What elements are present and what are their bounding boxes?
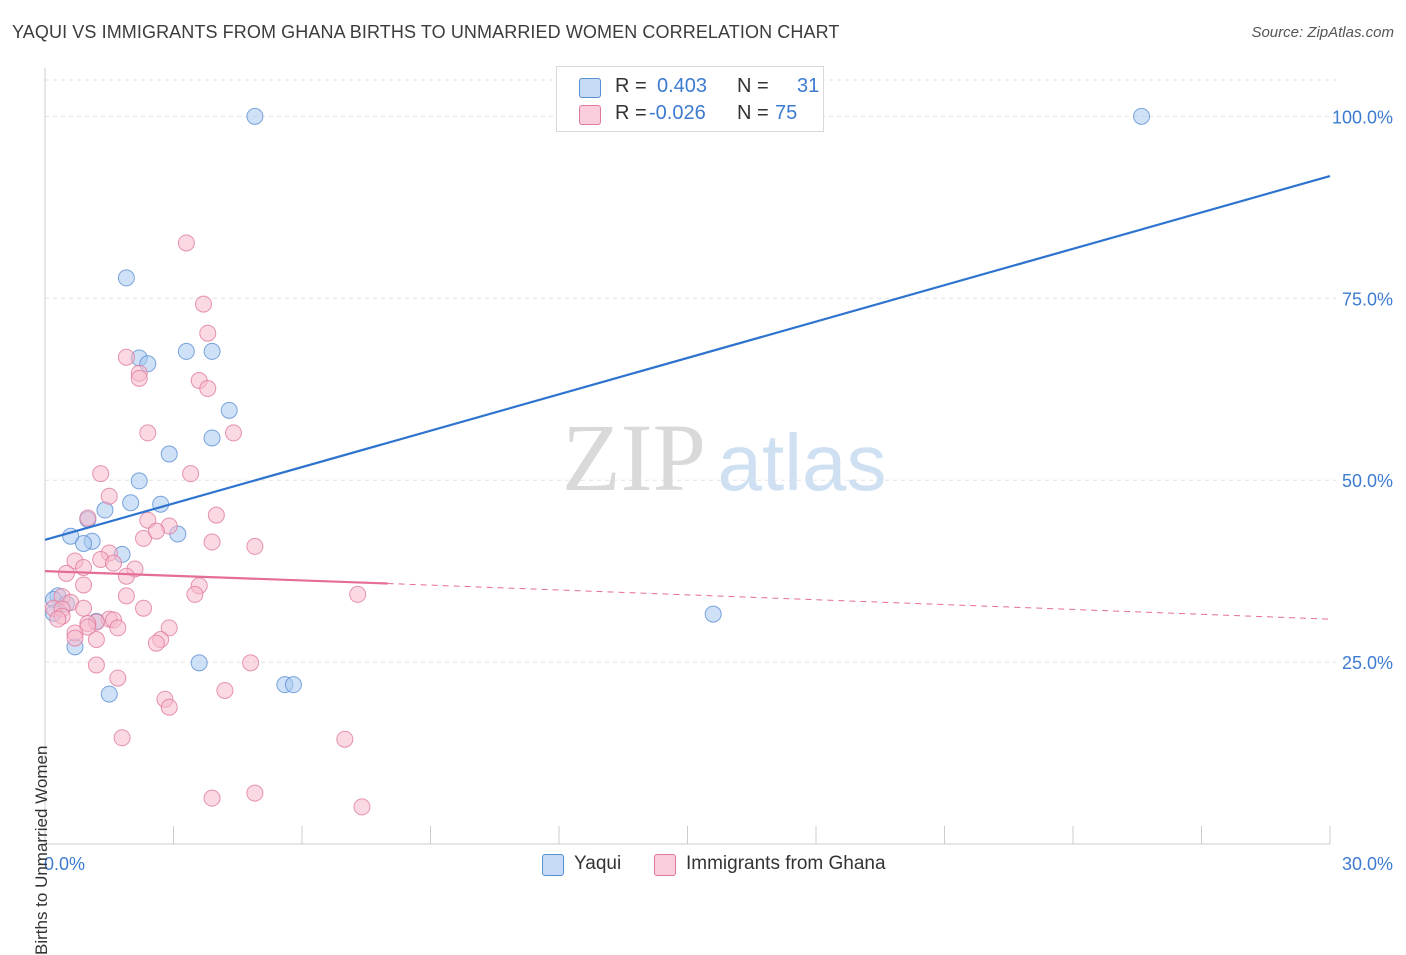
point-yaqui	[130, 472, 148, 490]
trend-lines	[44, 174, 1331, 620]
point-ghana	[147, 634, 165, 652]
y-axis-title: Births to Unmarried Women	[32, 745, 51, 955]
watermark-zip: ZIP	[562, 404, 706, 511]
point-ghana	[87, 631, 105, 649]
point-ghana	[199, 380, 217, 398]
y-tick-label: 75.0%	[1342, 289, 1393, 309]
legend-swatch-ghana	[579, 105, 601, 125]
point-yaqui	[1133, 107, 1151, 125]
legend-r-label: R =	[615, 75, 647, 97]
point-ghana	[75, 576, 93, 594]
legend-n-value-yaqui: 31	[797, 75, 820, 97]
point-yaqui	[220, 401, 238, 419]
point-ghana	[75, 599, 93, 617]
point-ghana	[246, 537, 264, 555]
y-tick-label: 50.0%	[1342, 471, 1393, 491]
point-ghana	[336, 730, 354, 748]
x-tick-label-min: 0.0%	[44, 854, 85, 874]
point-ghana	[139, 424, 157, 442]
point-ghana	[349, 585, 367, 603]
point-ghana	[182, 465, 200, 483]
legend-n-value-ghana: 75	[775, 102, 798, 124]
y-tick-label: 100.0%	[1332, 107, 1393, 127]
point-yaqui	[100, 685, 118, 703]
point-yaqui	[160, 445, 178, 463]
point-ghana	[117, 348, 135, 366]
point-ghana	[87, 656, 105, 674]
point-ghana	[186, 585, 204, 603]
legend-swatch-yaqui	[579, 78, 601, 98]
point-ghana	[160, 619, 178, 637]
point-ghana	[113, 729, 131, 747]
point-ghana	[207, 506, 225, 524]
trend-line-ghana-extrapolated	[387, 583, 1331, 620]
point-ghana	[203, 533, 221, 551]
trend-line-ghana	[44, 570, 388, 585]
legend-r-value-ghana: -0.026	[649, 102, 706, 124]
point-yaqui	[190, 654, 208, 672]
point-ghana	[199, 324, 217, 342]
point-yaqui	[122, 494, 140, 512]
point-yaqui	[117, 269, 135, 287]
legend-n-label: N =	[737, 75, 769, 97]
series-ghana-points	[45, 234, 371, 816]
grid-lines	[45, 79, 1336, 663]
point-ghana	[160, 698, 178, 716]
trend-line-yaqui	[44, 174, 1331, 541]
point-yaqui	[75, 534, 93, 552]
legend-r-value-yaqui: 0.403	[657, 75, 708, 97]
point-yaqui	[177, 342, 195, 360]
point-ghana	[177, 234, 195, 252]
point-ghana	[224, 424, 242, 442]
watermark: ZIP atlas	[562, 404, 886, 511]
point-ghana	[135, 599, 153, 617]
chart-plot: ZIP atlas 25.0% 50.0% 75.0% 100.0% 0.0% 30.0%	[44, 68, 1393, 874]
bottom-legend-label-ghana: Immigrants from Ghana	[686, 853, 886, 874]
tick-labels: 25.0% 50.0% 75.0% 100.0% 0.0% 30.0%	[44, 107, 1393, 874]
point-yaqui	[203, 342, 221, 360]
source-label: Source: ZipAtlas.com	[1251, 24, 1394, 41]
bottom-legend-label-yaqui: Yaqui	[574, 853, 622, 874]
point-ghana	[135, 529, 153, 547]
point-ghana	[147, 522, 165, 540]
point-ghana	[49, 610, 67, 628]
chart-title: YAQUI VS IMMIGRANTS FROM GHANA BIRTHS TO…	[12, 22, 840, 42]
bottom-legend-swatch-ghana	[654, 854, 676, 876]
point-ghana	[194, 295, 212, 313]
watermark-atlas: atlas	[718, 418, 887, 507]
point-ghana	[57, 564, 75, 582]
point-ghana	[117, 567, 135, 585]
legend-box: R = 0.403 N = 31 R = -0.026 N = 75	[556, 66, 824, 132]
point-yaqui	[203, 429, 221, 447]
point-ghana	[100, 487, 118, 505]
point-ghana	[117, 587, 135, 605]
point-ghana	[246, 784, 264, 802]
point-ghana	[203, 789, 221, 807]
point-ghana	[242, 654, 260, 672]
bottom-legend-swatch-yaqui	[542, 854, 564, 876]
point-ghana	[66, 629, 84, 647]
point-yaqui	[284, 676, 302, 694]
point-ghana	[109, 619, 127, 637]
point-ghana	[105, 554, 123, 572]
point-yaqui	[246, 107, 264, 125]
legend-r-label: R =	[615, 102, 647, 124]
axes	[44, 68, 1331, 845]
point-ghana	[109, 669, 127, 687]
point-ghana	[79, 509, 97, 527]
legend-n-label: N =	[737, 102, 769, 124]
point-ghana	[353, 798, 371, 816]
point-yaqui	[704, 605, 722, 623]
point-ghana	[130, 369, 148, 387]
point-ghana	[92, 465, 110, 483]
x-tick-label-max: 30.0%	[1342, 854, 1393, 874]
y-tick-label: 25.0%	[1342, 653, 1393, 673]
point-ghana	[216, 681, 234, 699]
